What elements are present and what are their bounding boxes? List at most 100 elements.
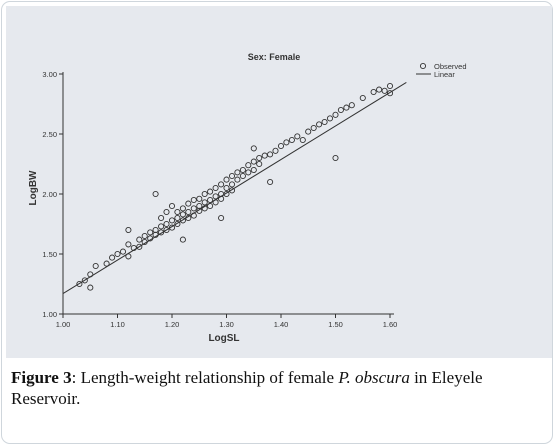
plot-panel: [6, 6, 552, 358]
data-points: [76, 82, 394, 291]
data-point: [250, 145, 257, 152]
data-point: [119, 248, 127, 255]
data-point: [179, 211, 186, 218]
data-point: [218, 181, 225, 188]
data-point: [234, 169, 241, 176]
data-point: [190, 205, 197, 212]
data-point: [174, 220, 181, 228]
data-point: [125, 241, 132, 248]
x-tick-label: 1.00: [56, 320, 71, 329]
data-point: [158, 214, 165, 222]
data-point: [245, 169, 252, 176]
data-point: [76, 280, 83, 288]
linear-fit-line: [62, 81, 407, 295]
data-point: [381, 87, 388, 94]
data-point: [250, 166, 257, 174]
data-point: [125, 226, 132, 234]
data-point: [163, 226, 170, 234]
data-point: [250, 158, 257, 165]
data-point: [81, 277, 88, 284]
legend: Observed Linear: [416, 62, 467, 79]
data-point: [147, 229, 154, 236]
chart-title: Sex: Female: [248, 52, 301, 62]
legend-linear-label: Linear: [434, 70, 455, 79]
data-point: [201, 199, 208, 206]
data-point: [185, 208, 192, 216]
y-tick-label: 1.00: [42, 310, 57, 319]
data-point: [223, 176, 230, 183]
x-tick-label: 1.10: [110, 320, 125, 329]
data-point: [288, 136, 295, 144]
x-tick-label: 1.60: [383, 320, 398, 329]
data-point: [272, 147, 279, 154]
data-point: [234, 176, 241, 183]
data-point: [326, 115, 334, 122]
legend-observed-label: Observed: [434, 62, 467, 71]
data-point: [152, 190, 159, 198]
data-point: [267, 151, 274, 158]
x-tick-label: 1.40: [274, 320, 289, 329]
data-point: [218, 214, 225, 222]
data-point: [332, 111, 339, 118]
data-point: [190, 196, 197, 204]
data-point: [158, 229, 165, 236]
axes: 1.00 1.50 2.00 2.50 3.00 1.00 1.10 1.20 1.30 1.40…: [42, 70, 397, 329]
data-point: [370, 88, 377, 96]
legend-observed-marker: [419, 62, 427, 70]
data-point: [223, 190, 230, 198]
figure-caption: Figure 3: Length-weight relationship of …: [11, 367, 547, 409]
data-point: [168, 202, 176, 210]
data-point: [163, 220, 170, 228]
data-point: [223, 184, 230, 192]
data-point: [305, 128, 312, 135]
data-point: [359, 94, 366, 102]
data-point: [136, 243, 143, 250]
data-point: [109, 254, 116, 261]
data-point: [141, 232, 148, 240]
data-point: [277, 142, 285, 150]
y-tick-label: 2.50: [42, 130, 57, 139]
data-point: [174, 214, 181, 222]
data-point: [239, 166, 246, 174]
data-point: [212, 184, 219, 192]
data-point: [201, 190, 208, 198]
y-tick-label: 3.00: [42, 70, 57, 79]
data-point: [245, 162, 252, 169]
caption-label: Figure 3: [11, 368, 72, 387]
data-point: [207, 188, 214, 195]
data-point: [174, 208, 181, 216]
data-point: [168, 217, 176, 224]
data-point: [310, 124, 317, 132]
data-point: [179, 217, 186, 224]
data-point: [256, 160, 263, 168]
data-point: [114, 250, 121, 258]
y-tick-label: 2.00: [42, 190, 57, 199]
data-point: [343, 104, 350, 111]
caption-text-before: : Length-weight relationship of female: [71, 368, 339, 387]
data-point: [348, 102, 355, 109]
data-point: [376, 86, 383, 93]
data-point: [294, 133, 301, 140]
data-point: [196, 195, 203, 202]
caption-text-after: in Eleyele Reservoir.: [11, 368, 483, 408]
data-point: [261, 152, 268, 159]
caption-species: P. obscura: [338, 368, 410, 387]
data-point: [163, 208, 170, 216]
data-point: [337, 106, 344, 114]
data-point: [386, 90, 394, 97]
y-axis-label: LogBW: [28, 170, 39, 206]
data-point: [239, 172, 246, 180]
data-point: [228, 187, 236, 194]
data-point: [158, 223, 165, 230]
data-point: [212, 193, 219, 200]
data-point: [386, 82, 394, 90]
data-point: [332, 154, 339, 162]
data-point: [283, 139, 290, 146]
data-point: [321, 118, 328, 126]
x-tick-label: 1.30: [219, 320, 234, 329]
x-axis-label: LogSL: [208, 333, 239, 344]
data-point: [228, 181, 236, 188]
y-tick-label: 1.50: [42, 250, 57, 259]
